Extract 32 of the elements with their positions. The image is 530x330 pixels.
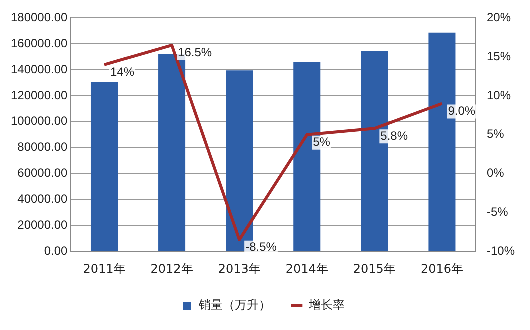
data-label: 5%: [313, 135, 331, 150]
x-tick-label: 2012年: [150, 262, 194, 276]
y-tick-label: 180000.00: [10, 10, 68, 25]
y-tick-label: 0.00: [44, 244, 68, 258]
x-tick-label: 2016年: [420, 262, 464, 276]
x-tick-label: 2011年: [83, 262, 126, 276]
y2-tick-label: 0%: [486, 166, 505, 180]
x-tick-label: 2013年: [218, 262, 261, 276]
legend-label: 增长率: [308, 298, 345, 312]
y-tick-label: 40000.00: [18, 192, 68, 206]
y-tick-label: 80000.00: [18, 140, 68, 154]
y-tick-label: 100000.00: [10, 114, 68, 128]
data-label: -8.5%: [246, 240, 278, 254]
y-tick-label: 60000.00: [18, 166, 68, 180]
y-tick-label: 20000.00: [18, 218, 68, 232]
legend-label: 销量（万升）: [198, 298, 271, 312]
y2-tick-label: 15%: [486, 49, 512, 64]
data-label: 14%: [110, 65, 135, 80]
data-label: 9.0%: [448, 104, 476, 118]
y-tick-label: 140000.00: [10, 62, 68, 76]
y-tick-label: 160000.00: [10, 36, 68, 50]
x-tick-label: 2015年: [353, 262, 396, 276]
y2-tick-label: -10%: [486, 244, 516, 258]
bar: [90, 82, 118, 252]
data-label: 16.5%: [178, 46, 212, 60]
data-label: 5.8%: [380, 128, 408, 143]
y-tick-label: 120000.00: [10, 88, 68, 102]
y2-tick-label: 10%: [486, 88, 512, 102]
x-tick-label: 2014年: [286, 262, 328, 276]
y2-tick-label: 5%: [486, 127, 505, 142]
y2-tick-label: -5%: [486, 205, 509, 220]
y2-tick-label: 20%: [486, 10, 512, 25]
